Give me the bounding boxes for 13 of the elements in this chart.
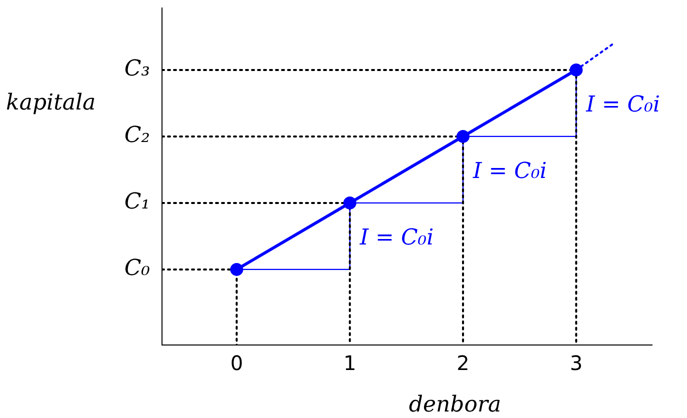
x-tick-label: 1 xyxy=(343,351,356,376)
x-tick-label: 3 xyxy=(570,351,583,376)
annotation: C₃ xyxy=(124,56,150,82)
annotation: I = C₀i xyxy=(358,226,434,251)
annotation: I = C₀i xyxy=(585,92,660,118)
annotation: I = C₀i xyxy=(472,159,547,184)
y-axis-title: kapitala xyxy=(6,90,96,116)
annotation: C₂ xyxy=(124,123,150,148)
annotation: C₁ xyxy=(124,190,150,215)
x-tick-label: 2 xyxy=(456,351,470,376)
annotation: C₀ xyxy=(124,256,150,282)
x-axis-title: denbora xyxy=(408,392,502,418)
x-tick-label: 0 xyxy=(230,351,244,376)
